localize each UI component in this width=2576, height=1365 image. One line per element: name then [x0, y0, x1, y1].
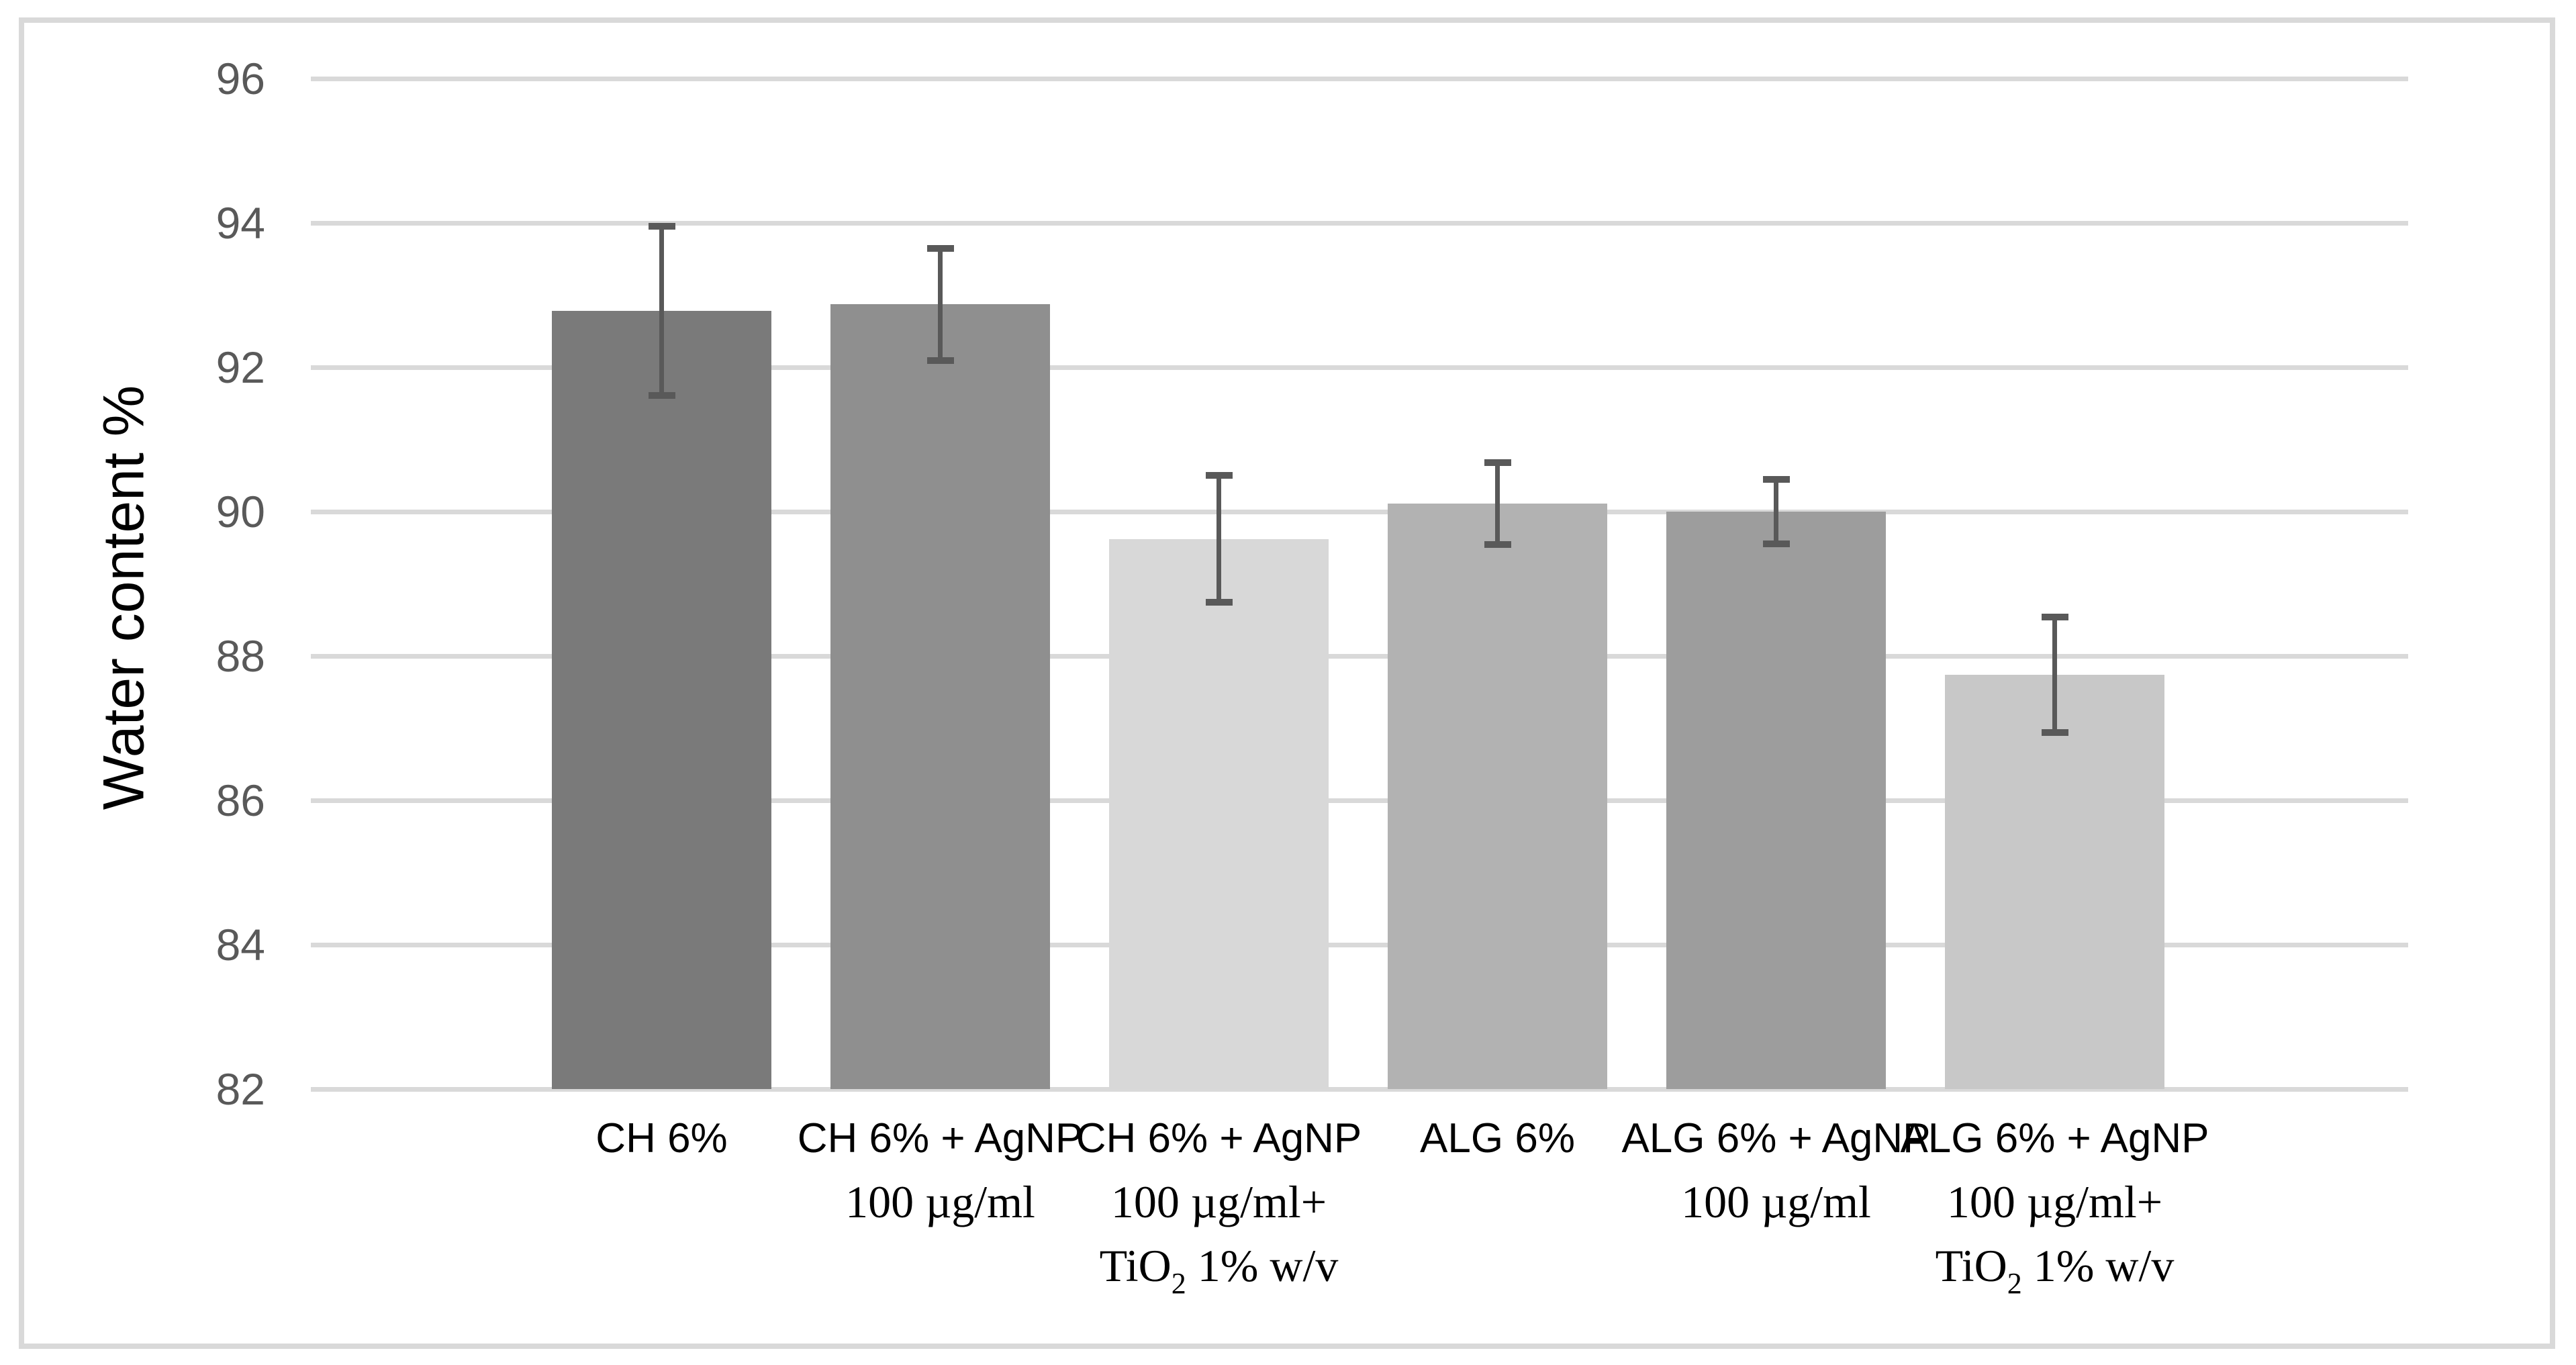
gridline: [311, 510, 2408, 514]
gridline: [311, 798, 2408, 803]
bar: [552, 311, 771, 1089]
error-bar-cap: [1762, 475, 1790, 483]
bar: [1109, 538, 1329, 1089]
error-bar: [1217, 475, 1221, 603]
x-category-label: CH 6% + AgNP 100 µg/ml+ TiO2 1% w/v: [1076, 1115, 1362, 1300]
gridline: [311, 365, 2408, 370]
x-category-label: ALG 6%: [1420, 1115, 1575, 1162]
y-tick-label: 92: [216, 342, 265, 392]
x-category-label: ALG 6% + AgNP 100 µg/ml: [1621, 1115, 1931, 1227]
y-tick-label: 88: [216, 631, 265, 681]
bar: [1945, 674, 2164, 1089]
error-bar: [2052, 616, 2057, 733]
y-tick-label: 86: [216, 775, 265, 825]
bar: [1666, 512, 1886, 1089]
bar: [1388, 504, 1607, 1089]
gridline: [311, 654, 2408, 659]
gridline: [311, 221, 2408, 226]
error-bar-cap: [2041, 728, 2068, 736]
error-bar: [1495, 462, 1500, 545]
error-bar: [1774, 479, 1778, 545]
gridline: [311, 77, 2408, 81]
error-bar-cap: [648, 223, 675, 230]
error-bar-cap: [1205, 599, 1233, 606]
error-bar: [659, 226, 664, 395]
error-bar-cap: [1762, 540, 1790, 548]
y-axis-title: Water content %: [91, 385, 156, 810]
y-tick-label: 96: [216, 54, 265, 103]
plot-area: [311, 77, 2408, 1092]
error-bar-cap: [2041, 613, 2068, 620]
y-tick-label: 94: [216, 198, 265, 248]
error-bar-cap: [1484, 541, 1511, 549]
error-bar-cap: [648, 391, 675, 399]
x-category-label: CH 6%: [595, 1115, 728, 1162]
x-category-label: ALG 6% + AgNP 100 µg/ml+ TiO2 1% w/v: [1900, 1115, 2209, 1300]
error-bar: [938, 248, 943, 361]
gridline: [311, 943, 2408, 947]
y-tick-label: 90: [216, 487, 265, 536]
error-bar-cap: [1205, 472, 1233, 479]
bar: [830, 304, 1050, 1089]
gridline: [311, 1087, 2408, 1092]
error-bar-cap: [926, 357, 954, 365]
y-tick-label: 82: [216, 1064, 265, 1114]
x-category-label: CH 6% + AgNP 100 µg/ml: [797, 1115, 1084, 1227]
error-bar-cap: [1484, 459, 1511, 466]
error-bar-cap: [926, 244, 954, 252]
y-tick-label: 84: [216, 920, 265, 970]
